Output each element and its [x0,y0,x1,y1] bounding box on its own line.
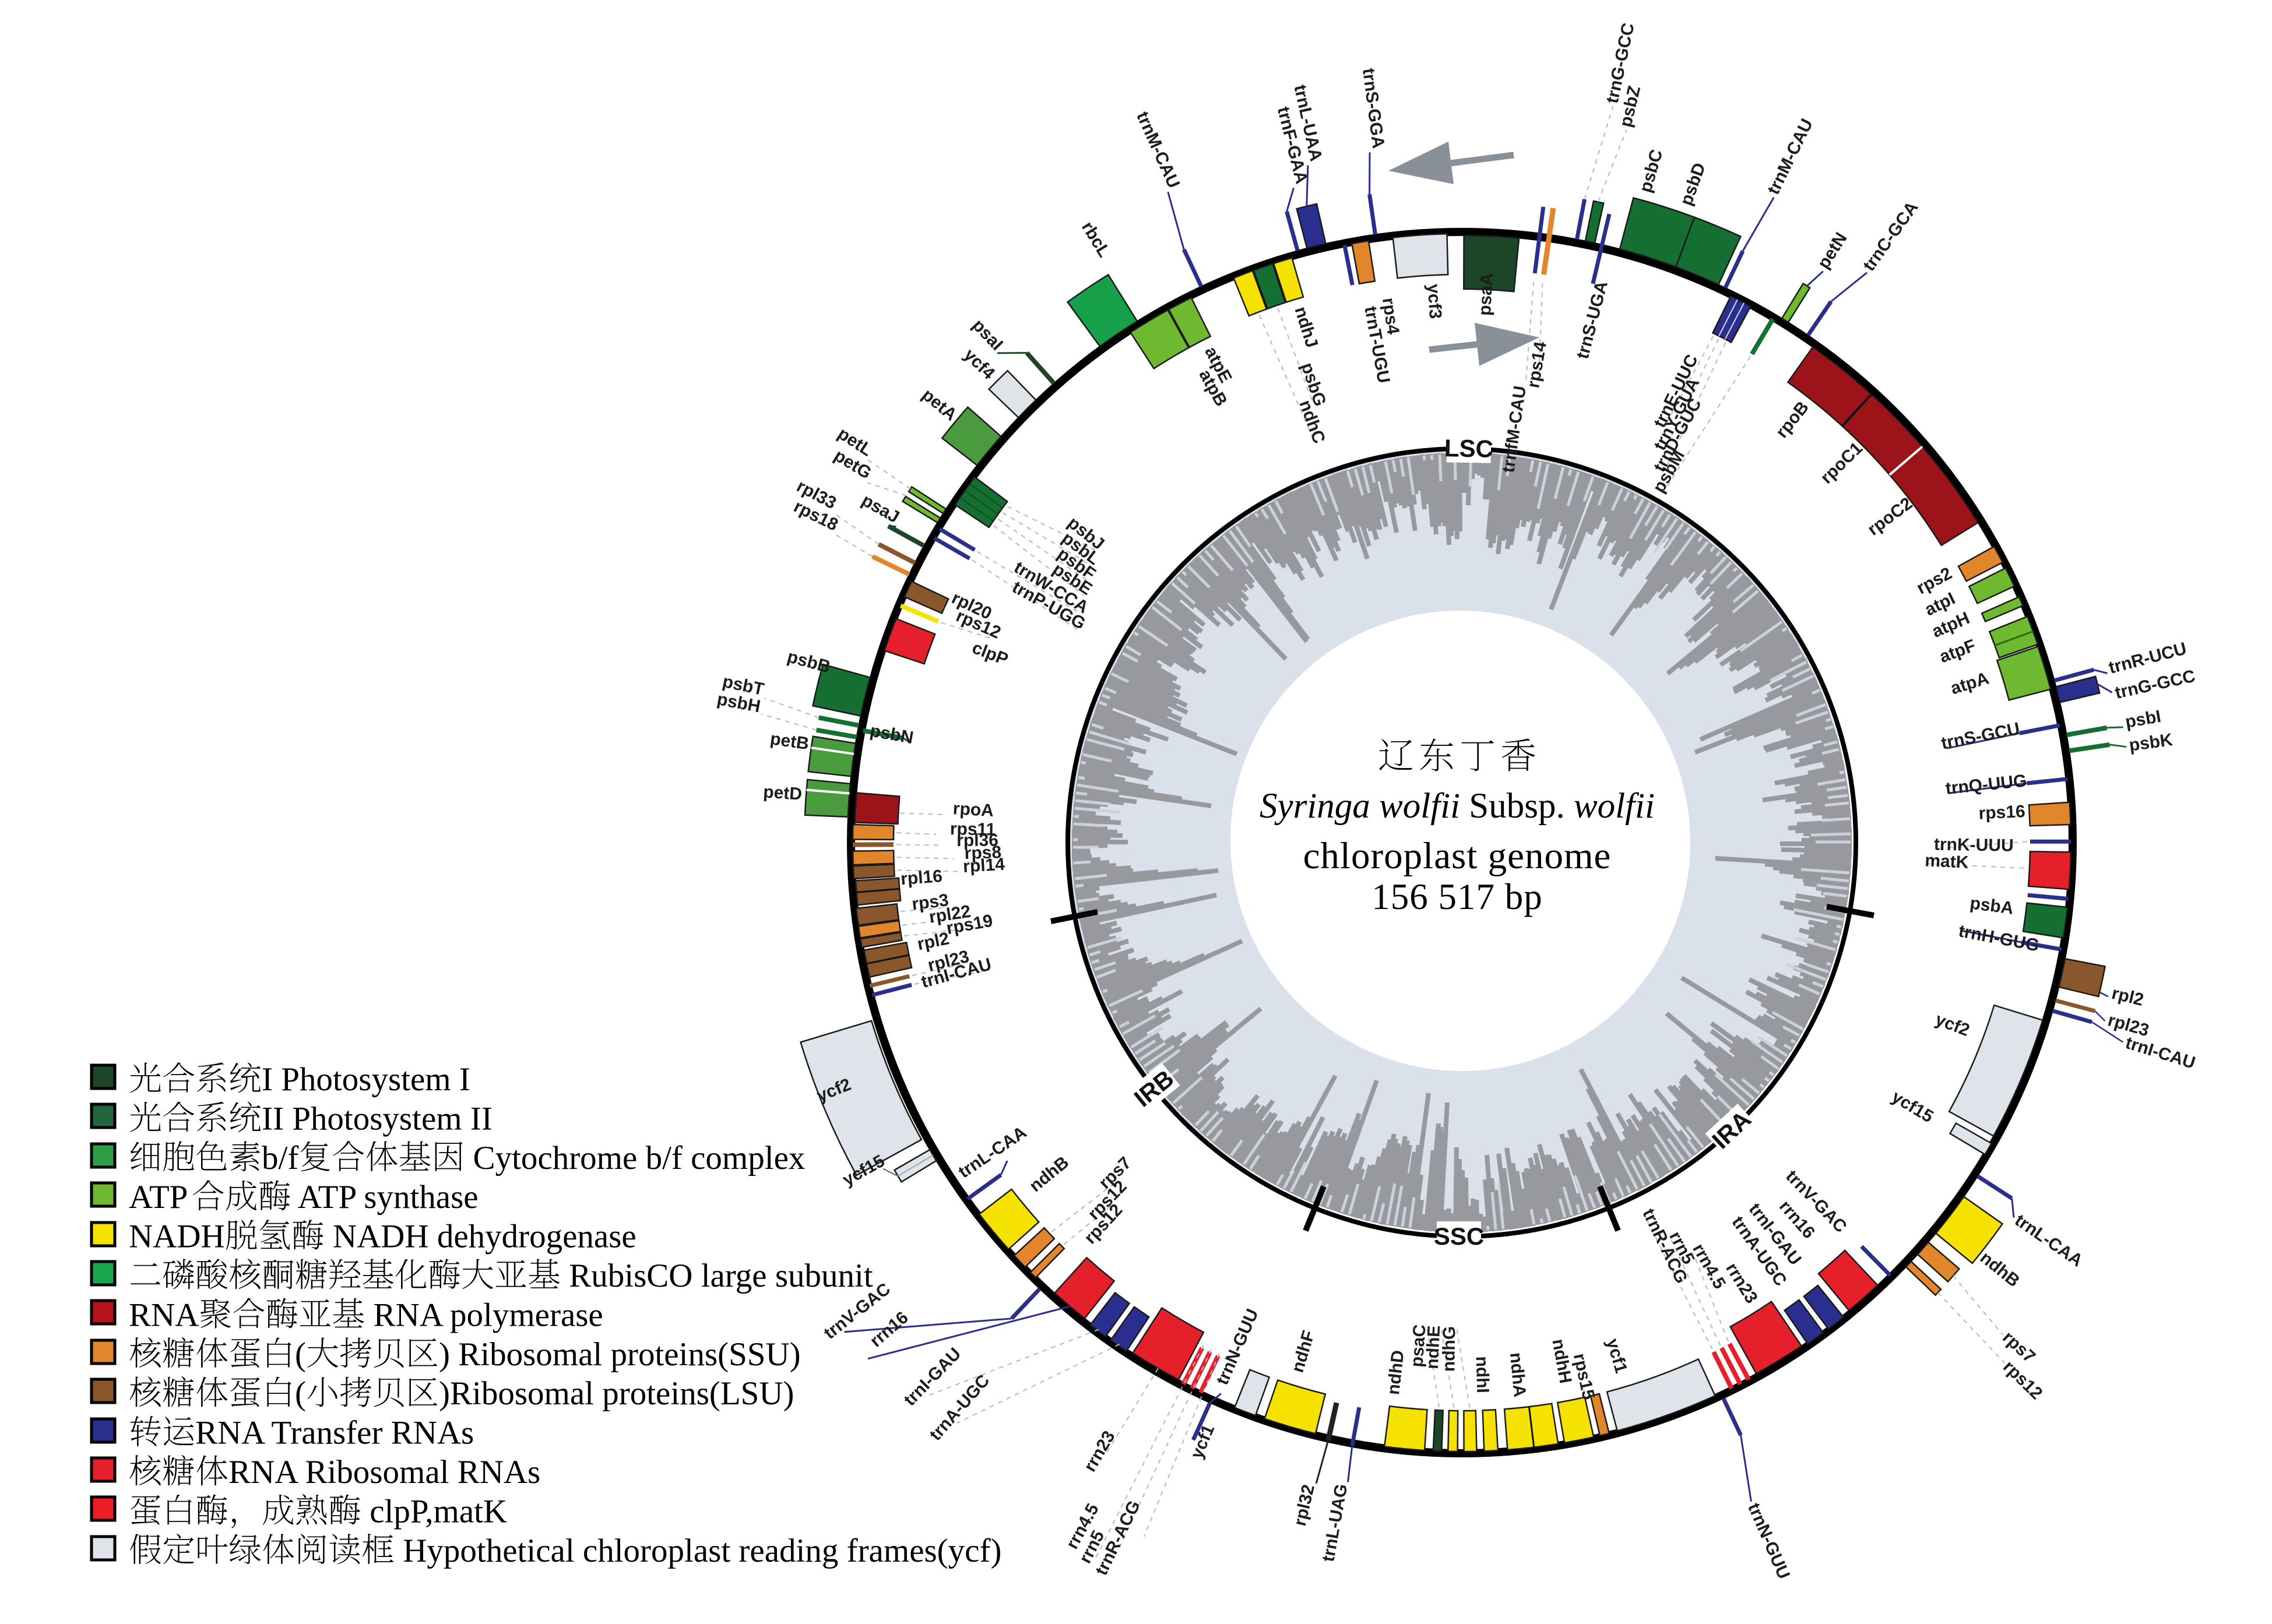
svg-text:SSC: SSC [1434,1223,1484,1250]
svg-text:RNA Transfer RNAs: RNA Transfer RNAs [195,1415,474,1452]
svg-text:rps11: rps11 [950,819,996,839]
svg-text:clpP,matK: clpP,matK [361,1493,507,1530]
svg-text:RNA Ribosomal RNAs: RNA Ribosomal RNAs [228,1454,540,1491]
svg-text:Cytochrome b/f complex: Cytochrome b/f complex [465,1140,805,1176]
svg-text:rps3: rps3 [911,890,950,914]
svg-text:ATP synthase: ATP synthase [291,1179,479,1216]
svg-text:) Ribosomal proteins(SSU): ) Ribosomal proteins(SSU) [439,1336,801,1373]
svg-text:rps16: rps16 [1978,802,2025,823]
svg-text:ycf3: ycf3 [1423,283,1445,319]
svg-text:psaA: psaA [1475,273,1497,316]
svg-text:rpoA: rpoA [952,799,994,820]
svg-text:matK: matK [1925,851,1969,872]
svg-text:rpl16: rpl16 [900,866,943,889]
svg-text:RNA: RNA [129,1297,199,1333]
svg-text:LSC: LSC [1444,434,1494,462]
svg-text:II Photosystem II: II Photosystem II [262,1100,493,1137]
svg-text:rpl36: rpl36 [956,831,998,850]
svg-text:rpl14: rpl14 [962,855,1005,876]
svg-text:Hypothetical chloroplast readi: Hypothetical chloroplast reading frames(… [395,1533,1001,1569]
svg-text:RubisCO large subunit: RubisCO large subunit [561,1257,873,1294]
svg-text:ndhA: ndhA [1506,1352,1529,1398]
svg-text:petD: petD [762,783,803,804]
svg-text:rps8: rps8 [964,843,1001,863]
svg-text:Syringa wolfii Subsp. wolfii: Syringa wolfii Subsp. wolfii [1260,787,1655,826]
svg-text:ATP: ATP [129,1179,188,1216]
svg-text:(: ( [295,1375,306,1412]
svg-text:ndhE: ndhE [1423,1325,1444,1369]
svg-text:ndhI: ndhI [1472,1356,1493,1393]
svg-text:psaC: psaC [1407,1324,1429,1368]
svg-text:I Photosystem I: I Photosystem I [262,1061,470,1098]
svg-text:156 517 bp: 156 517 bp [1371,876,1543,917]
svg-text:RNA polymerase: RNA polymerase [365,1297,603,1333]
svg-text:b/f: b/f [262,1140,298,1176]
svg-text:(: ( [295,1336,306,1373]
svg-text:chloroplast genome: chloroplast genome [1303,835,1612,877]
svg-text:ndhG: ndhG [1439,1326,1459,1372]
svg-text:NADH: NADH [129,1218,225,1255]
svg-text:trnK-UUU: trnK-UUU [1934,835,2014,855]
svg-text:)Ribosomal proteins(LSU): )Ribosomal proteins(LSU) [439,1375,794,1412]
svg-text:NADH dehydrogenase: NADH dehydrogenase [325,1218,636,1255]
